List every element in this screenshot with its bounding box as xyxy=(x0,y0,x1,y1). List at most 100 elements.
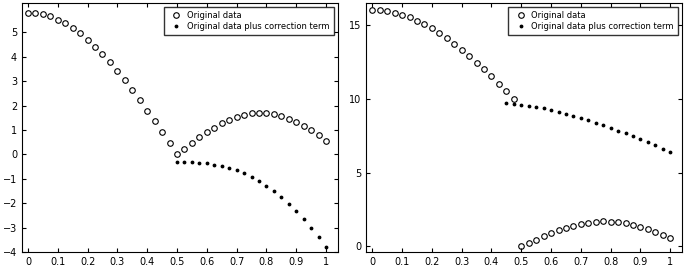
Original data plus correction term xyxy=(659,147,667,150)
Original data xyxy=(99,52,107,56)
Original data plus correction term xyxy=(285,202,293,205)
Original data plus correction term xyxy=(592,121,600,124)
Original data plus correction term xyxy=(525,104,533,107)
Original data xyxy=(465,54,473,58)
Original data xyxy=(84,38,92,41)
Original data plus correction term xyxy=(599,124,608,127)
Original data xyxy=(375,9,384,12)
Original data xyxy=(203,131,211,134)
Original data xyxy=(210,126,219,129)
Original data xyxy=(473,61,481,64)
Original data xyxy=(458,48,466,51)
Original data xyxy=(195,136,203,139)
Original data xyxy=(569,224,577,227)
Original data plus correction term xyxy=(614,129,622,132)
Original data xyxy=(547,231,555,235)
Original data xyxy=(577,222,585,225)
Original data xyxy=(262,112,271,115)
Original data plus correction term xyxy=(562,112,570,116)
Original data xyxy=(91,45,99,48)
Original data xyxy=(128,89,136,92)
Original data xyxy=(247,112,256,115)
Original data plus correction term xyxy=(262,184,271,187)
Original data xyxy=(421,23,429,26)
Original data plus correction term xyxy=(314,235,323,239)
Original data plus correction term xyxy=(644,141,652,144)
Line: Original data: Original data xyxy=(369,7,673,249)
Original data xyxy=(383,10,391,13)
Original data xyxy=(487,75,495,78)
Original data xyxy=(592,220,600,223)
Original data xyxy=(292,120,300,124)
Original data xyxy=(651,230,660,234)
Original data xyxy=(629,223,637,227)
Original data xyxy=(143,109,151,112)
Original data xyxy=(113,69,121,73)
Original data plus correction term xyxy=(225,166,234,170)
Original data xyxy=(517,245,525,248)
Original data xyxy=(659,233,667,237)
Original data xyxy=(599,220,608,223)
Original data xyxy=(105,61,114,64)
Original data plus correction term xyxy=(277,195,286,198)
Original data xyxy=(240,113,248,116)
Original data plus correction term xyxy=(203,162,211,165)
Original data xyxy=(136,99,144,102)
Original data xyxy=(450,42,458,45)
Original data xyxy=(61,22,69,25)
Original data xyxy=(584,221,593,224)
Original data plus correction term xyxy=(232,169,240,172)
Original data xyxy=(255,111,263,114)
Original data xyxy=(644,228,652,231)
Original data plus correction term xyxy=(299,217,308,221)
Original data xyxy=(285,117,293,120)
Original data xyxy=(562,226,570,229)
Original data xyxy=(166,142,174,145)
Original data xyxy=(218,122,226,125)
Original data plus correction term xyxy=(547,109,555,112)
Original data plus correction term xyxy=(569,114,577,117)
Original data xyxy=(314,134,323,137)
Original data xyxy=(32,11,40,15)
Original data xyxy=(510,97,518,100)
Original data xyxy=(525,241,533,245)
Original data plus correction term xyxy=(510,102,518,105)
Original data plus correction term xyxy=(651,144,660,147)
Original data xyxy=(636,225,645,228)
Original data xyxy=(121,79,129,82)
Original data plus correction term xyxy=(270,189,278,193)
Original data xyxy=(435,32,443,35)
Original data plus correction term xyxy=(255,180,263,183)
Original data xyxy=(480,68,488,71)
Original data plus correction term xyxy=(607,126,615,130)
Original data plus correction term xyxy=(218,164,226,168)
Original data plus correction term xyxy=(307,226,315,229)
Original data plus correction term xyxy=(292,209,300,212)
Original data xyxy=(406,16,414,19)
Original data plus correction term xyxy=(554,110,562,114)
Original data xyxy=(540,235,548,238)
Original data xyxy=(39,13,47,16)
Original data xyxy=(232,115,240,119)
Original data plus correction term xyxy=(502,102,510,105)
Original data xyxy=(151,120,159,123)
Original data plus correction term xyxy=(532,105,540,109)
Original data xyxy=(24,11,32,14)
Original data plus correction term xyxy=(577,117,585,120)
Original data plus correction term xyxy=(247,175,256,178)
Original data xyxy=(427,27,436,30)
Original data plus correction term xyxy=(240,172,248,175)
Original data plus correction term xyxy=(629,135,637,138)
Original data plus correction term xyxy=(621,132,630,135)
Original data xyxy=(76,32,84,35)
Legend: Original data, Original data plus correction term: Original data, Original data plus correc… xyxy=(164,7,334,35)
Original data plus correction term xyxy=(540,107,548,110)
Original data xyxy=(554,229,562,232)
Original data xyxy=(299,124,308,127)
Original data xyxy=(180,147,188,150)
Original data xyxy=(398,13,406,16)
Original data plus correction term xyxy=(584,119,593,122)
Original data xyxy=(621,222,630,225)
Original data plus correction term xyxy=(180,160,188,164)
Original data xyxy=(532,238,540,241)
